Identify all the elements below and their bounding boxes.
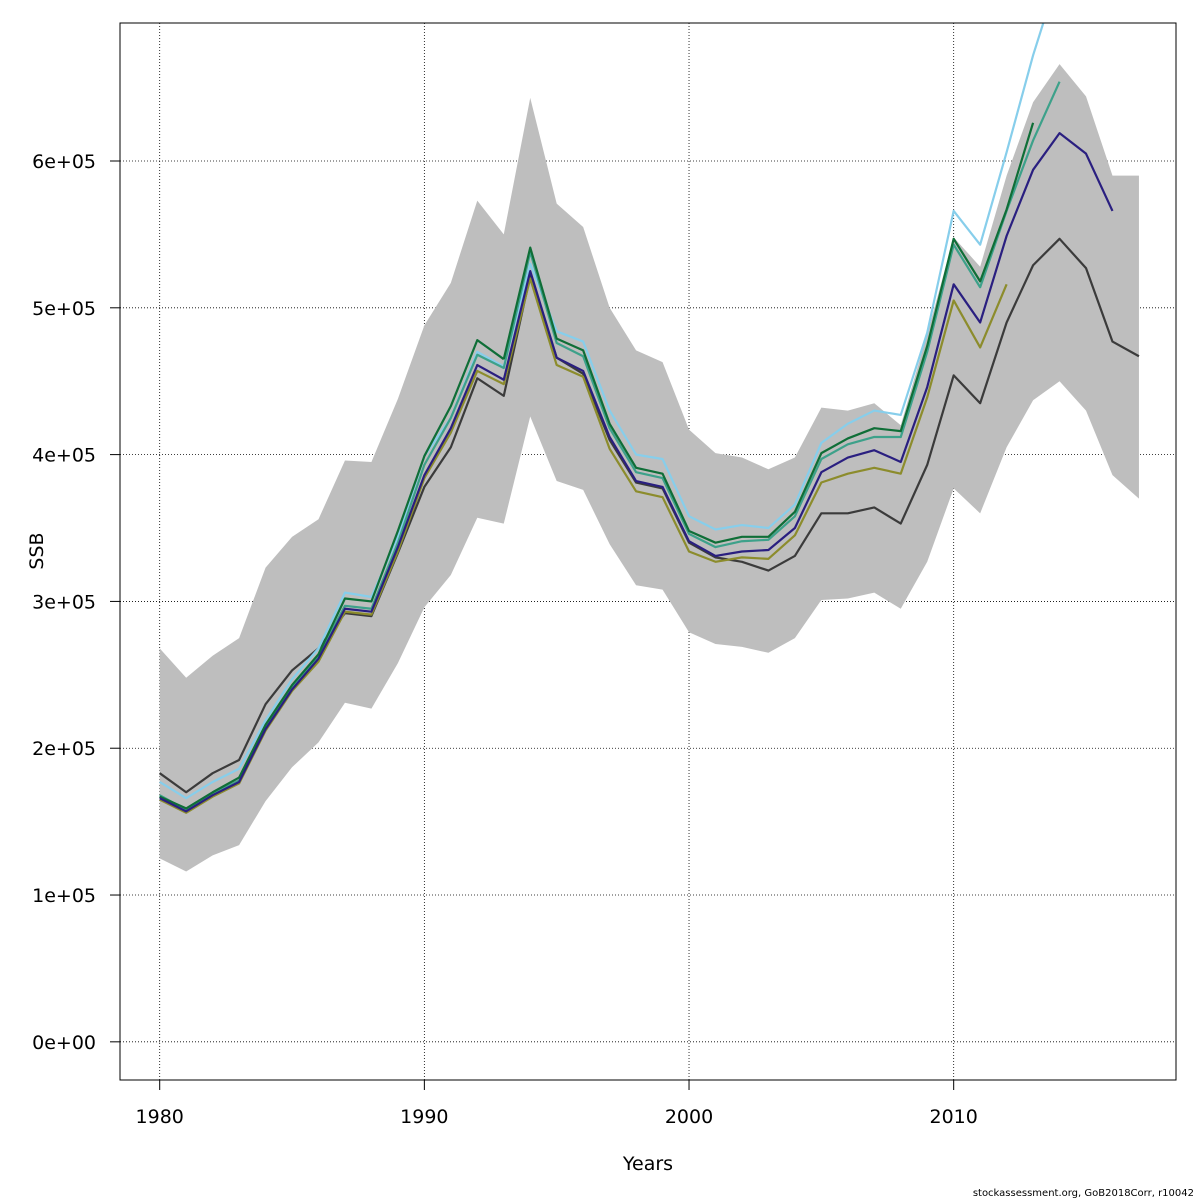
y-tick-label-3: 3e+05: [32, 591, 96, 613]
y-tick-label-6: 6e+05: [32, 151, 96, 173]
series-line-6: [159, 132, 1114, 813]
x-tick-label-2000: 2000: [665, 1106, 713, 1128]
y-tick-label-5: 5e+05: [32, 298, 96, 320]
x-tick-label-1990: 1990: [400, 1106, 448, 1128]
series-line-5: [159, 277, 1008, 814]
x-tick-label-1980: 1980: [136, 1106, 184, 1128]
y-tick-label-4: 4e+05: [32, 445, 96, 467]
series-lines: [159, 23, 1140, 814]
confidence-band: [159, 64, 1139, 872]
y-tick-label-0: 0e+00: [32, 1032, 96, 1054]
x-axis-title: Years: [622, 1153, 673, 1175]
y-axis-title: SSB: [26, 532, 48, 569]
y-tick-label-1: 1e+05: [32, 885, 96, 907]
series-line-7: [502, 122, 1035, 544]
series-line-4: [159, 339, 505, 810]
credit-text: stockassessment.org, GoB2018Corr, r10042: [973, 1188, 1194, 1199]
y-tick-label-2: 2e+05: [32, 738, 96, 760]
series-line-2: [159, 23, 1045, 800]
x-tick-label-2010: 2010: [930, 1106, 978, 1128]
axes: 1980 1990 2000 2010 0e+00 1e+05 2e+05 3e+05 4e+0…: [32, 151, 978, 1128]
confidence-band-layer: [159, 64, 1139, 872]
